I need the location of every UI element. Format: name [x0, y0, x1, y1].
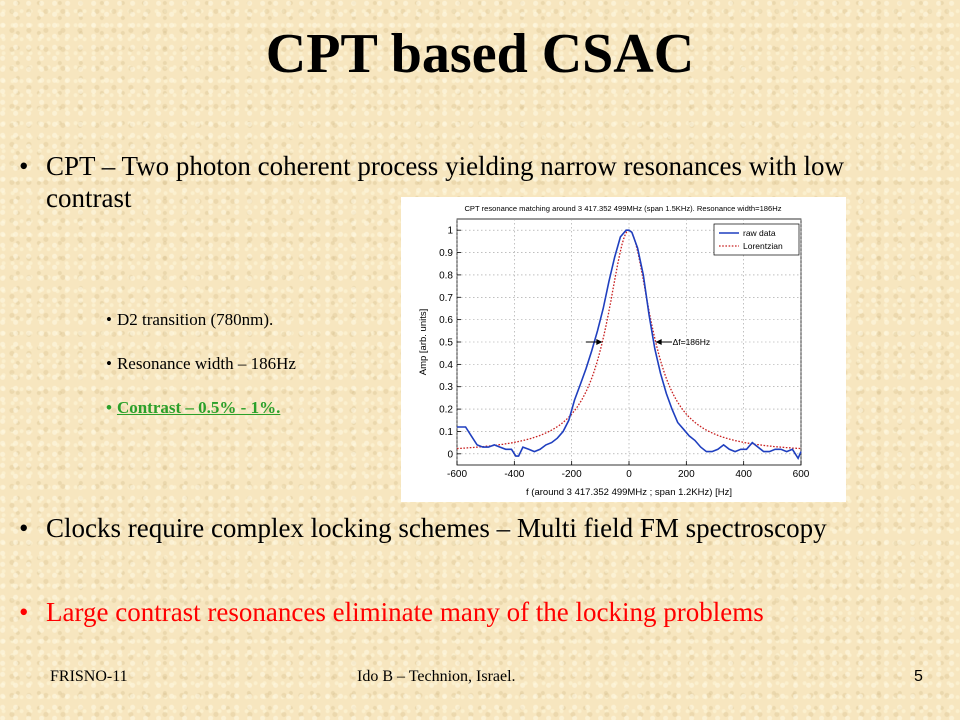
bullet-dot: • [19, 597, 29, 627]
width-arrowhead-left [596, 339, 603, 345]
x-tick-label: 600 [793, 469, 810, 480]
x-tick-label: -400 [504, 469, 524, 480]
width-arrowhead-right [655, 339, 662, 345]
bullet-text: CPT – Two photon coherent process yieldi… [46, 151, 844, 213]
x-tick-label: 0 [626, 469, 632, 480]
y-tick-label: 0.3 [439, 382, 453, 393]
x-tick-label: -200 [562, 469, 582, 480]
sub-bullet-width: • Resonance width – 186Hz [106, 354, 296, 374]
y-tick-label: 0.4 [439, 360, 453, 371]
sub-bullet-text[interactable]: Contrast – 0.5% - 1%. [116, 398, 281, 417]
x-tick-label: -600 [447, 469, 467, 480]
sub-bullet-text: Resonance width – 186Hz [116, 354, 296, 373]
bullet-text: Large contrast resonances eliminate many… [46, 597, 764, 627]
bullet-dot: • [19, 151, 29, 181]
series-raw-data-line [457, 229, 802, 461]
bullet-dot: • [106, 310, 112, 329]
bullet-text: Clocks require complex locking schemes –… [46, 513, 827, 543]
x-tick-label: 200 [678, 469, 695, 480]
y-tick-label: 0.2 [439, 405, 453, 416]
x-axis-label: f (around 3 417.352 499MHz ; span 1.2KHz… [526, 487, 732, 498]
page-number: 5 [914, 668, 923, 685]
legend-label-lorentzian: Lorentzian [743, 241, 783, 251]
y-tick-label: 0.7 [439, 293, 453, 304]
y-tick-label: 0.8 [439, 270, 453, 281]
y-tick-label: 0.1 [439, 427, 453, 438]
cpt-resonance-chart: CPT resonance matching around 3 417.352 … [401, 197, 846, 502]
y-axis-label: Amp [arb. units] [418, 309, 429, 376]
y-tick-label: 0.6 [439, 315, 453, 326]
sub-bullet-contrast-link[interactable]: • Contrast – 0.5% - 1%. [106, 398, 280, 418]
slide-title: CPT based CSAC [265, 23, 695, 85]
y-tick-label: 0.9 [439, 248, 453, 259]
legend-box [713, 223, 800, 256]
y-tick-label: 0 [447, 449, 453, 460]
y-tick-label: 1 [447, 226, 453, 237]
bullet-dot: • [106, 398, 112, 417]
sub-bullet-text: D2 transition (780nm). [116, 310, 274, 329]
chart-svg: CPT resonance matching around 3 417.352 … [418, 204, 810, 498]
bullet-dot: • [19, 513, 29, 543]
width-annotation: Δf=186Hz [673, 337, 711, 347]
bullet-dot: • [106, 354, 112, 373]
bullet-cpt: • CPT – Two photon coherent process yiel… [19, 150, 926, 214]
sub-bullet-transition: • D2 transition (780nm). [106, 310, 273, 330]
x-tick-label: 400 [735, 469, 752, 480]
bullet-clocks: • Clocks require complex locking schemes… [19, 512, 906, 544]
footer-conference: FRISNO-11 [50, 668, 128, 685]
chart-title: CPT resonance matching around 3 417.352 … [464, 204, 781, 213]
legend-label-raw-data: raw data [743, 228, 776, 238]
y-tick-label: 0.5 [439, 338, 453, 349]
footer-author: Ido B – Technion, Israel. [357, 668, 516, 685]
bullet-contrast: • Large contrast resonances eliminate ma… [19, 596, 926, 628]
